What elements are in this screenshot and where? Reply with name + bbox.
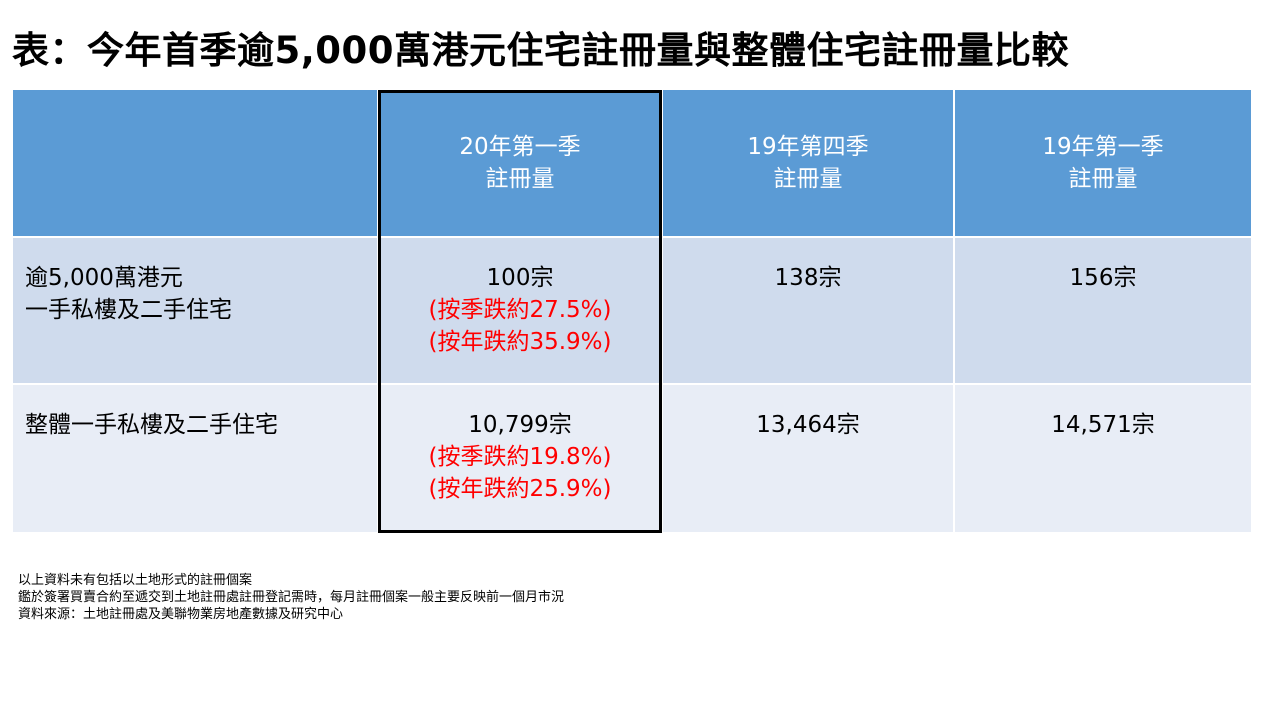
footnotes: 以上資料未有包括以土地形式的註冊個案 鑑於簽署買賣合約至遞交到土地註冊處註冊登記…: [18, 572, 564, 623]
registration-comparison-table: 20年第一季 註冊量 19年第四季 註冊量 19年第一季 註冊量 逾5,000萬…: [13, 90, 1251, 532]
footnote-timing: 鑑於簽署買賣合約至遞交到土地註冊處註冊登記需時，每月註冊個案一般主要反映前一個月…: [18, 590, 565, 605]
row-label-luxury: 逾5,000萬港元 一手私樓及二手住宅: [13, 238, 377, 383]
cell-overall-q1-2019: 14,571宗: [955, 385, 1251, 532]
cell-luxury-q4-2019: 138宗: [663, 238, 953, 383]
header-q1-2020-period: 20年第一季: [459, 134, 581, 160]
header-q1-2020-metric: 註冊量: [485, 166, 555, 192]
header-q4-2019-metric: 註冊量: [773, 166, 843, 192]
cell-luxury-q1-2019: 156宗: [955, 238, 1251, 383]
luxury-q4-2019-count: 138宗: [774, 265, 842, 291]
header-cell-empty: [13, 90, 377, 236]
row-overall-label-line1: 整體一手私樓及二手住宅: [25, 412, 278, 438]
header-q1-2019-period: 19年第一季: [1042, 134, 1164, 160]
luxury-q1-2020-count: 100宗: [486, 265, 554, 291]
cell-luxury-q1-2020: 100宗 (按季跌約27.5%) (按年跌約35.9%): [379, 238, 661, 383]
overall-q4-2019-count: 13,464宗: [756, 412, 860, 438]
header-cell-q1-2019: 19年第一季 註冊量: [955, 90, 1251, 236]
header-cell-q4-2019: 19年第四季 註冊量: [663, 90, 953, 236]
row-label-overall: 整體一手私樓及二手住宅: [13, 385, 377, 532]
header-q4-2019-period: 19年第四季: [747, 134, 869, 160]
footnote-exclusion: 以上資料未有包括以土地形式的註冊個案: [18, 573, 253, 588]
luxury-q1-2020-qoq-change: (按季跌約27.5%): [428, 297, 612, 323]
luxury-q1-2019-count: 156宗: [1069, 265, 1137, 291]
header-q1-2019-metric: 註冊量: [1068, 166, 1138, 192]
overall-q1-2020-yoy-change: (按年跌約25.9%): [428, 476, 612, 502]
page-title: 表：今年首季逾5,000萬港元住宅註冊量與整體住宅註冊量比較: [12, 29, 1070, 72]
luxury-q1-2020-yoy-change: (按年跌約35.9%): [428, 329, 612, 355]
overall-q1-2020-count: 10,799宗: [468, 412, 572, 438]
overall-q1-2019-count: 14,571宗: [1051, 412, 1155, 438]
row-luxury-label-line1: 逾5,000萬港元: [25, 265, 183, 291]
cell-overall-q4-2019: 13,464宗: [663, 385, 953, 532]
header-cell-q1-2020: 20年第一季 註冊量: [379, 90, 661, 236]
cell-overall-q1-2020: 10,799宗 (按季跌約19.8%) (按年跌約25.9%): [379, 385, 661, 532]
row-luxury-label-line2: 一手私樓及二手住宅: [25, 297, 232, 323]
overall-q1-2020-qoq-change: (按季跌約19.8%): [428, 444, 612, 470]
footnote-source: 資料來源：土地註冊處及美聯物業房地產數據及研究中心: [18, 607, 344, 622]
